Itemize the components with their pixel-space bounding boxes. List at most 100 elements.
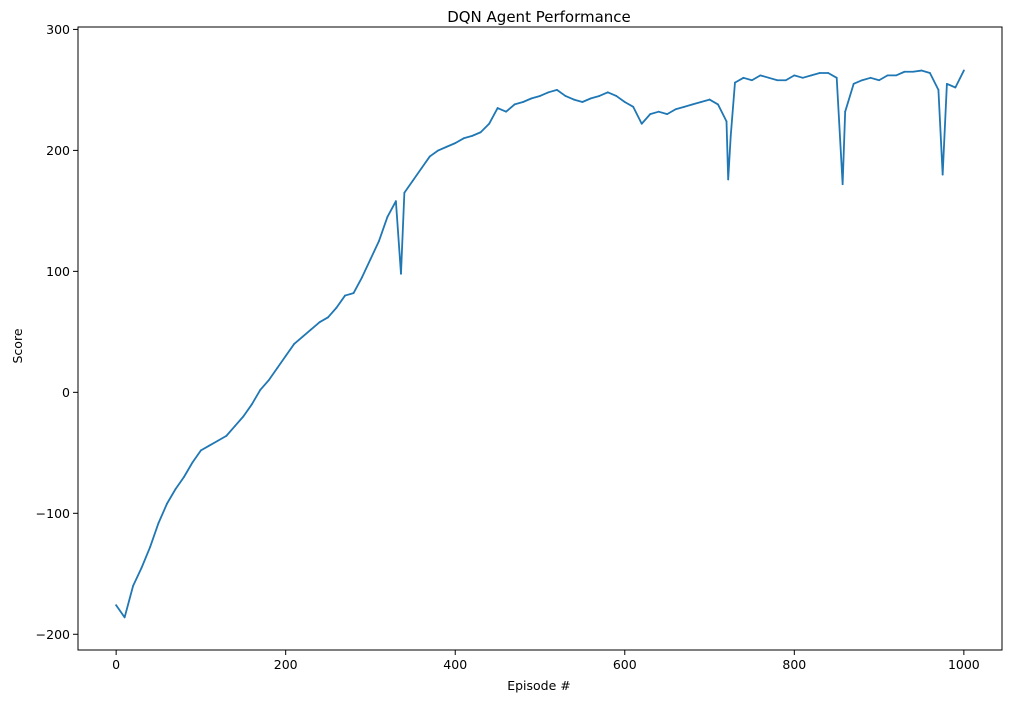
- data-point: [318, 321, 321, 324]
- x-tick-label: 1000: [948, 657, 980, 672]
- data-point: [547, 91, 550, 94]
- data-point: [912, 70, 914, 73]
- data-point: [225, 434, 228, 437]
- data-point: [335, 306, 338, 309]
- data-point: [598, 95, 601, 97]
- x-tick-label: 0: [112, 657, 120, 672]
- data-point: [941, 173, 944, 176]
- data-point: [632, 105, 635, 108]
- data-point: [581, 101, 584, 103]
- series-line-0: [115, 69, 965, 619]
- data-point: [895, 74, 897, 77]
- data-point: [861, 79, 864, 82]
- data-point: [827, 72, 830, 74]
- data-point: [937, 89, 940, 91]
- data-point: [793, 74, 796, 77]
- data-point: [683, 105, 686, 108]
- data-point: [132, 584, 135, 587]
- data-point: [352, 292, 355, 295]
- data-point: [878, 79, 880, 82]
- data-point: [505, 110, 507, 113]
- x-tick-label: 800: [782, 657, 806, 672]
- data-point: [666, 113, 669, 115]
- data-point: [140, 566, 143, 569]
- y-tick-label: 200: [46, 143, 70, 158]
- data-point: [530, 97, 533, 100]
- data-point: [361, 276, 363, 279]
- data-point: [700, 101, 702, 103]
- data-point: [394, 200, 397, 203]
- data-point: [767, 76, 770, 79]
- data-point: [852, 82, 855, 85]
- data-point: [564, 95, 567, 97]
- data-point: [250, 403, 253, 406]
- data-point: [920, 69, 923, 72]
- data-point: [903, 70, 906, 73]
- data-point: [513, 103, 516, 106]
- data-point: [759, 74, 762, 77]
- data-point: [649, 113, 652, 115]
- data-point: [310, 328, 313, 331]
- data-point: [539, 95, 541, 97]
- data-point: [818, 72, 821, 74]
- data-point: [810, 74, 813, 77]
- data-point: [496, 107, 499, 109]
- data-point: [573, 98, 575, 101]
- data-point: [183, 476, 185, 478]
- data-point: [301, 335, 304, 338]
- data-point: [471, 134, 474, 137]
- data-point: [841, 183, 844, 186]
- data-point: [191, 461, 194, 464]
- data-point: [200, 449, 202, 452]
- data-point: [835, 76, 838, 79]
- data-point: [400, 272, 402, 275]
- data-point: [729, 134, 732, 137]
- data-point: [522, 101, 524, 103]
- y-tick-label: −200: [36, 627, 70, 642]
- data-point: [479, 131, 482, 134]
- x-tick-label: 200: [274, 657, 298, 672]
- data-point: [962, 69, 965, 72]
- data-point: [445, 145, 448, 148]
- data-point: [284, 355, 287, 357]
- data-point: [946, 82, 948, 85]
- data-point: [615, 95, 618, 97]
- data-point: [462, 137, 465, 140]
- y-tick-label: 0: [62, 385, 70, 400]
- y-tick-label: −100: [36, 506, 70, 521]
- data-point: [166, 502, 168, 505]
- data-point: [589, 97, 592, 100]
- data-point: [267, 379, 270, 382]
- data-point: [776, 79, 779, 82]
- data-point: [403, 191, 406, 194]
- data-point: [954, 86, 957, 89]
- x-tick-label: 600: [613, 657, 637, 672]
- data-point: [727, 178, 730, 181]
- data-point: [734, 81, 736, 84]
- data-point: [157, 522, 160, 524]
- data-point: [369, 258, 372, 261]
- data-point: [428, 155, 431, 158]
- y-axis-label: Score: [10, 328, 25, 363]
- data-point: [869, 76, 872, 79]
- data-point: [929, 72, 931, 74]
- y-tick-label: 300: [46, 22, 70, 37]
- data-point: [233, 425, 236, 428]
- data-point: [411, 179, 414, 182]
- data-point: [717, 103, 719, 106]
- data-point: [488, 122, 491, 125]
- data-point: [276, 367, 279, 370]
- data-point: [437, 149, 440, 152]
- x-axis-label: Episode #: [507, 678, 571, 693]
- data-point: [386, 216, 389, 218]
- data-point: [844, 110, 847, 113]
- data-point: [708, 98, 711, 101]
- data-point: [623, 101, 626, 103]
- data-point: [801, 76, 804, 79]
- axes-layer: 0 200 400 600 800 1000 −200 −100 0 100 200 300: [36, 22, 1003, 672]
- data-point: [115, 604, 118, 607]
- data-point: [454, 142, 457, 145]
- data-point: [640, 122, 643, 125]
